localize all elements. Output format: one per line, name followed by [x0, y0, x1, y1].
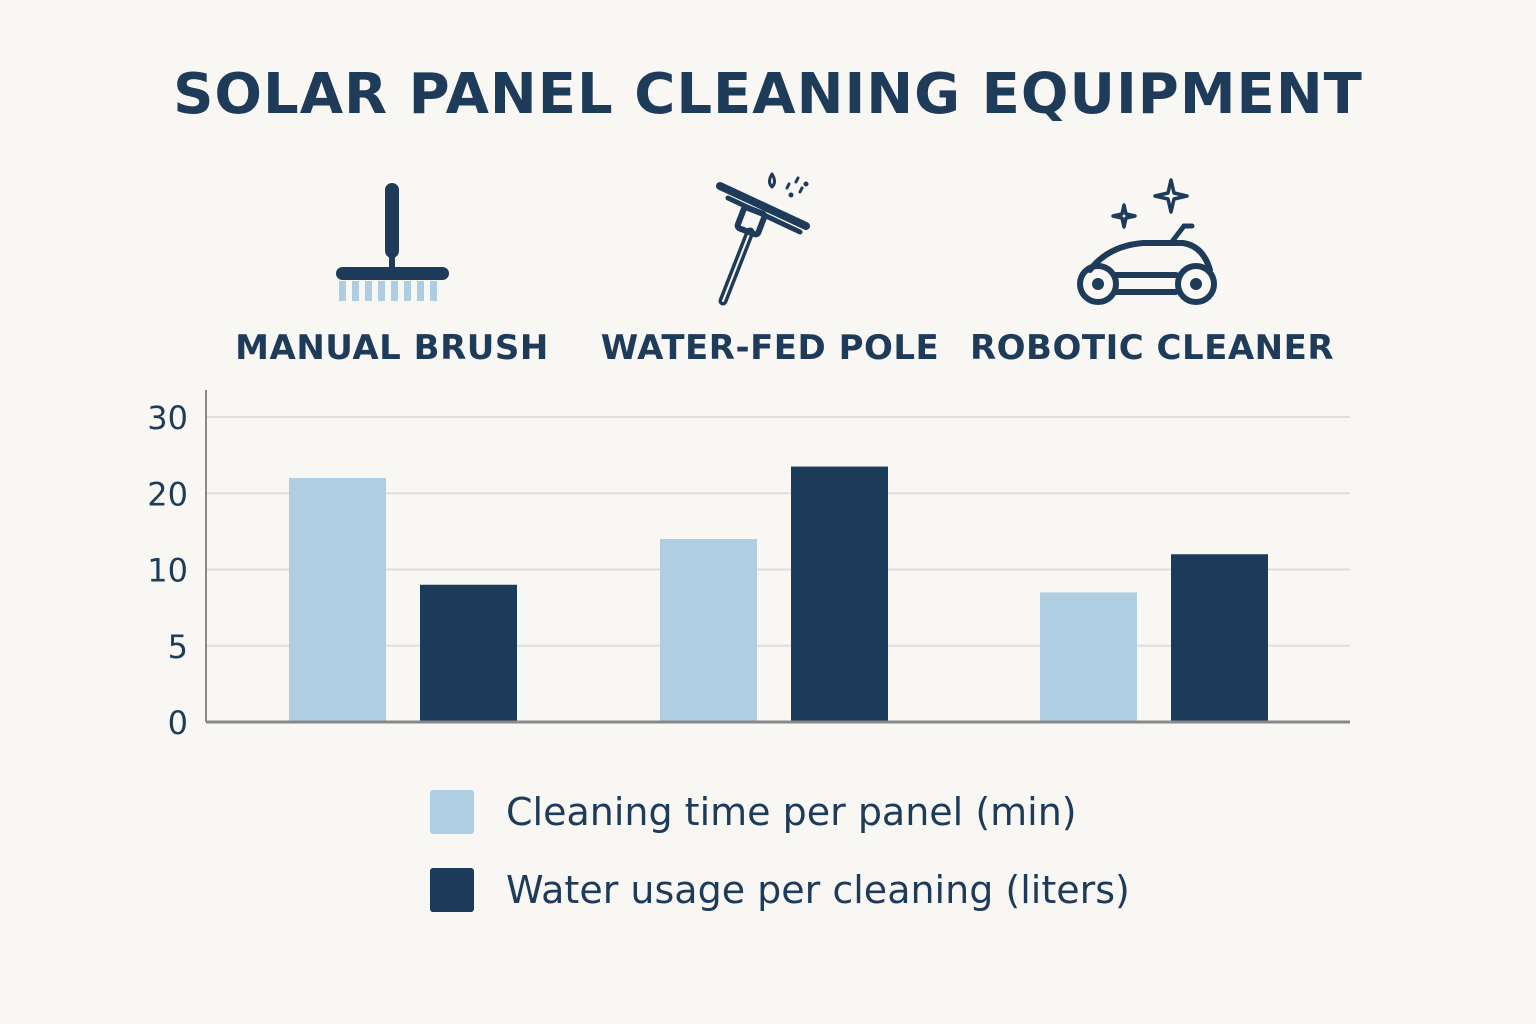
- bar-cleaning-time-2: [1040, 592, 1137, 722]
- y-tick-label: 30: [147, 399, 188, 437]
- legend-label: Cleaning time per panel (min): [506, 790, 1077, 834]
- bar-cleaning-time-0: [289, 478, 386, 722]
- y-tick-label: 5: [168, 628, 188, 666]
- bar-water-usage-1: [791, 466, 888, 722]
- y-tick-label: 0: [168, 704, 188, 742]
- legend-swatch: [430, 790, 474, 834]
- legend-label: Water usage per cleaning (liters): [506, 868, 1130, 912]
- y-tick-label: 10: [147, 552, 188, 590]
- water-fed-pole-icon: [690, 168, 850, 318]
- category-label-manual-brush: MANUAL BRUSH: [235, 328, 549, 368]
- bar-water-usage-0: [420, 584, 517, 722]
- bar-cleaning-time-1: [660, 539, 757, 722]
- y-tick-label: 20: [147, 475, 188, 513]
- robotic-cleaner-icon: [1068, 168, 1228, 318]
- legend-swatch: [430, 868, 474, 912]
- category-label-robotic-cleaner: ROBOTIC CLEANER: [969, 328, 1335, 368]
- chart-title: SOLAR PANEL CLEANING EQUIPMENT: [173, 62, 1363, 127]
- category-label-water-fed-pole: WATER-FED POLE: [600, 328, 940, 368]
- bar-water-usage-2: [1171, 554, 1268, 722]
- brush-icon: [312, 168, 472, 318]
